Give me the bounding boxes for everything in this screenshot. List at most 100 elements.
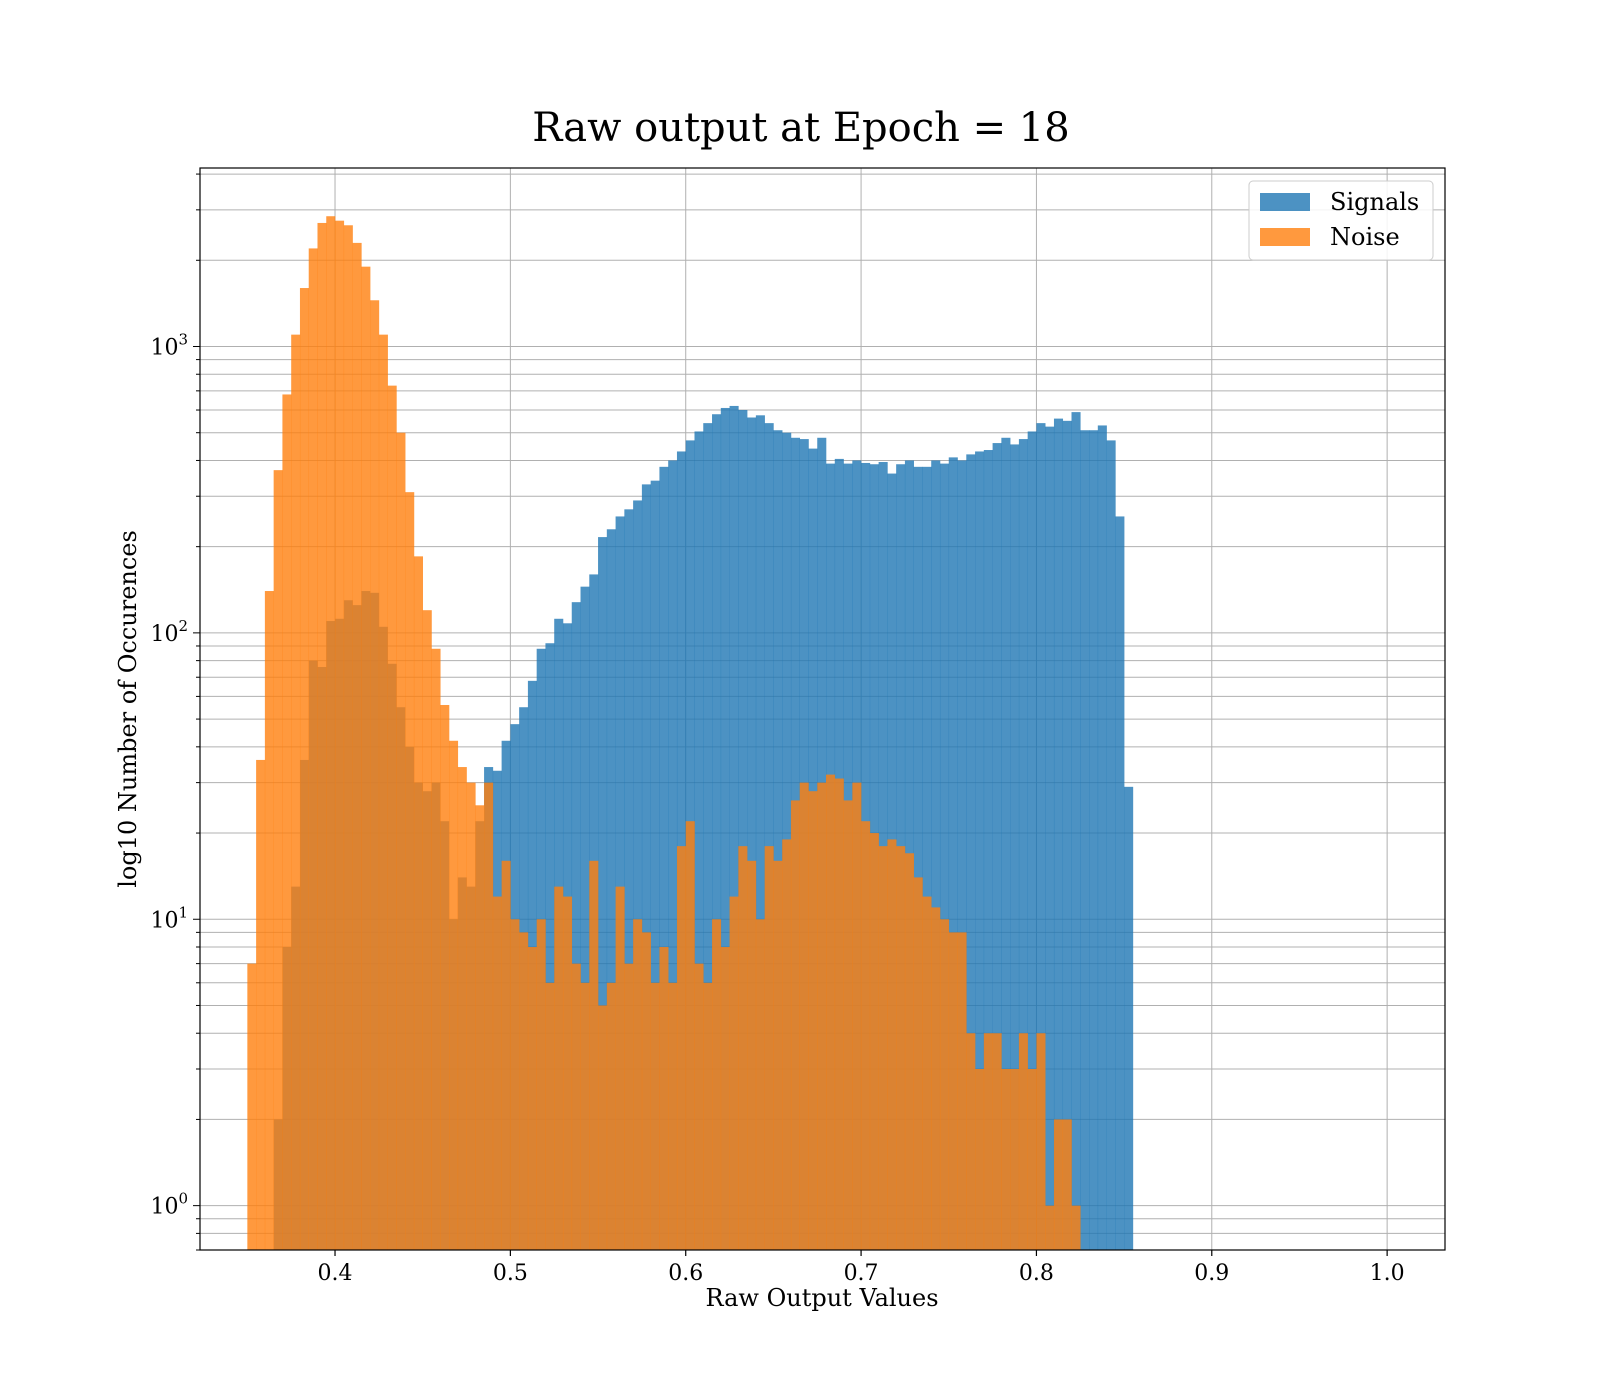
bar-noise bbox=[554, 886, 564, 1250]
bar-noise bbox=[264, 591, 274, 1250]
bar-noise bbox=[641, 932, 651, 1250]
y-tick-label: 102 bbox=[150, 617, 188, 647]
bar-signals bbox=[703, 423, 713, 1250]
bar-noise bbox=[519, 932, 529, 1250]
x-tick-label: 1.0 bbox=[1370, 1261, 1405, 1286]
bar-signals bbox=[633, 500, 643, 1250]
bar-signals bbox=[1045, 426, 1055, 1251]
y-tick-label: 103 bbox=[150, 330, 188, 360]
bar-noise bbox=[589, 860, 599, 1250]
bar-noise bbox=[527, 947, 537, 1250]
bar-noise bbox=[957, 932, 967, 1250]
legend-label-signals: Signals bbox=[1330, 188, 1419, 216]
bar-noise bbox=[869, 833, 879, 1250]
bar-noise bbox=[413, 556, 423, 1250]
bar-noise bbox=[948, 932, 958, 1250]
y-tick-label: 100 bbox=[150, 1190, 188, 1220]
bar-noise bbox=[571, 963, 581, 1250]
bar-signals bbox=[1106, 440, 1116, 1250]
bar-noise bbox=[773, 860, 783, 1250]
bar-noise bbox=[361, 266, 371, 1251]
bar-signals bbox=[571, 602, 581, 1250]
bar-signals bbox=[624, 509, 634, 1250]
bar-noise bbox=[896, 846, 906, 1250]
bar-signals bbox=[755, 415, 765, 1250]
bar-noise bbox=[790, 800, 801, 1250]
x-tick-label: 0.6 bbox=[668, 1261, 703, 1286]
bar-signals bbox=[931, 460, 941, 1250]
bar-noise bbox=[308, 248, 318, 1251]
legend-label-noise: Noise bbox=[1330, 223, 1400, 251]
bar-signals bbox=[975, 451, 985, 1250]
bar-noise bbox=[335, 220, 345, 1251]
bar-signals bbox=[922, 466, 932, 1250]
bar-noise bbox=[256, 759, 266, 1250]
histogram-bars bbox=[247, 216, 1134, 1251]
y-tick-label: 101 bbox=[150, 903, 188, 933]
bar-signals bbox=[712, 414, 722, 1250]
bar-noise bbox=[904, 853, 914, 1250]
bar-signals bbox=[694, 431, 704, 1251]
bar-noise bbox=[580, 982, 590, 1250]
bar-noise bbox=[466, 782, 476, 1250]
bar-noise bbox=[1010, 1068, 1020, 1250]
bar-signals bbox=[659, 466, 669, 1250]
bar-noise bbox=[1036, 1033, 1046, 1250]
series-noise bbox=[247, 216, 1081, 1251]
bar-signals bbox=[580, 586, 590, 1250]
bar-noise bbox=[396, 432, 406, 1250]
bar-noise bbox=[457, 767, 467, 1250]
bar-signals bbox=[729, 405, 739, 1251]
plot-frame bbox=[199, 167, 1446, 1251]
bar-noise bbox=[764, 846, 774, 1250]
bar-noise bbox=[817, 782, 827, 1250]
y-axis-label: log10 Number of Occurences bbox=[114, 530, 142, 888]
bar-signals bbox=[983, 450, 993, 1250]
bar-noise bbox=[606, 982, 616, 1250]
bar-noise bbox=[694, 963, 704, 1250]
bar-signals bbox=[1080, 430, 1090, 1250]
bar-noise bbox=[343, 225, 353, 1250]
bar-noise bbox=[536, 919, 546, 1250]
bar-noise bbox=[983, 1033, 993, 1250]
bar-signals bbox=[992, 443, 1002, 1250]
legend: Signals Noise bbox=[1248, 180, 1434, 261]
bar-signals bbox=[641, 484, 651, 1250]
bar-noise bbox=[878, 846, 888, 1250]
x-tick-label: 0.5 bbox=[493, 1261, 528, 1286]
bar-noise bbox=[808, 791, 818, 1250]
bar-noise bbox=[299, 288, 310, 1250]
bar-signals bbox=[957, 460, 967, 1250]
x-tick-label: 0.9 bbox=[1194, 1261, 1229, 1286]
bar-signals bbox=[1027, 431, 1037, 1251]
bar-noise bbox=[659, 947, 669, 1250]
bar-noise bbox=[378, 334, 388, 1250]
bar-noise bbox=[326, 216, 336, 1250]
bar-noise bbox=[729, 896, 739, 1250]
bar-noise bbox=[545, 982, 555, 1250]
bar-signals bbox=[1001, 437, 1011, 1250]
x-axis-label: Raw Output Values bbox=[705, 1284, 938, 1312]
bar-noise bbox=[317, 222, 327, 1250]
bar-noise bbox=[422, 610, 432, 1250]
bar-signals bbox=[598, 537, 608, 1250]
bar-signals bbox=[720, 407, 730, 1250]
axis-ticks: 0.4 0.5 0.6 0.7 0.8 0.9 1.0 100 101 102 103 bbox=[150, 173, 1405, 1286]
bar-signals bbox=[773, 430, 783, 1250]
bar-signals bbox=[764, 423, 774, 1250]
bar-noise bbox=[799, 782, 809, 1250]
bar-noise bbox=[747, 860, 757, 1250]
bar-noise bbox=[598, 1005, 608, 1250]
bar-noise bbox=[624, 963, 634, 1250]
legend-swatch-noise bbox=[1260, 228, 1310, 246]
bar-noise bbox=[755, 919, 765, 1250]
bar-signals bbox=[1062, 420, 1072, 1250]
bar-noise bbox=[475, 805, 485, 1250]
bar-noise bbox=[703, 982, 713, 1250]
bar-noise bbox=[615, 886, 625, 1250]
bar-noise bbox=[1001, 1068, 1011, 1250]
bar-signals bbox=[1018, 439, 1028, 1250]
bar-signals bbox=[1071, 412, 1081, 1250]
bar-signals bbox=[948, 457, 958, 1250]
